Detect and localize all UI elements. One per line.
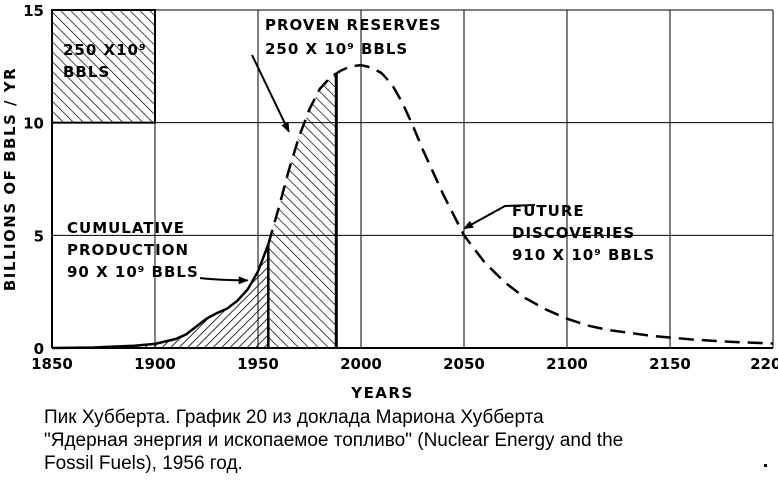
future-discoveries-label-line-1: DISCOVERIES: [512, 224, 635, 242]
y-axis-title: BILLIONS OF BBLS / YR: [1, 67, 19, 291]
y-tick-label-0: 0: [34, 340, 44, 358]
proven-reserves-arrow: [251, 54, 290, 133]
cumulative-production-area: [52, 244, 269, 348]
annotations: 250 X10⁹ BBLS PROVEN RESERVES 250 X 10⁹ BBL…: [63, 16, 655, 285]
x-tick-label-5: 2100: [546, 355, 588, 373]
x-tick-label-3: 2000: [340, 355, 382, 373]
shaded-areas: [51, 9, 338, 348]
proven-reserves-label-line-1: 250 X 10⁹ BBLS: [265, 40, 408, 58]
future-discoveries-arrow: [463, 204, 536, 230]
y-tick-label-1: 5: [34, 227, 44, 245]
caption-line-2: "Ядерная энергия и ископаемое топливо" (…: [44, 430, 624, 451]
axes: [51, 9, 774, 349]
caption-line-1: Пик Хубберта. График 20 из доклада Марио…: [44, 407, 544, 428]
y-tick-label-3: 15: [23, 2, 44, 20]
figure-caption: Пик Хубберта. График 20 из доклада Марио…: [44, 406, 764, 475]
stray-dot: [764, 464, 767, 467]
caption-line-3: Fossil Fuels), 1956 год.: [44, 453, 243, 474]
x-tick-label-4: 2050: [443, 355, 485, 373]
x-axis-title: YEARS: [350, 384, 414, 402]
cumulative-label-line-2: 90 X 10⁹ BBLS: [67, 263, 199, 281]
future-discoveries-label-line-0: FUTURE: [512, 202, 585, 220]
x-tick-label-0: 1850: [31, 355, 73, 373]
box-label-line-0: 250 X10⁹: [63, 41, 147, 59]
proven-reserves-area: [268, 73, 337, 348]
grid-lines: [51, 9, 774, 349]
box-label-line-1: BBLS: [63, 63, 110, 81]
cumulative-label-line-1: PRODUCTION: [67, 241, 189, 259]
cumulative-label-line-0: CUMULATIVE: [67, 219, 185, 237]
x-tick-label-6: 2150: [649, 355, 691, 373]
production-curve: [51, 63, 774, 350]
y-tick-label-2: 10: [23, 115, 44, 133]
future-discoveries-label-line-2: 910 X 10⁹ BBLS: [512, 246, 655, 264]
x-tick-label-2: 1950: [237, 355, 279, 373]
reserves-box: [51, 9, 156, 124]
x-tick-label-1: 1900: [134, 355, 176, 373]
cumulative-arrow: [199, 276, 249, 285]
series-historical-line: [51, 243, 270, 350]
proven-reserves-label-line-0: PROVEN RESERVES: [265, 16, 442, 34]
series-projected-line: [267, 63, 774, 345]
